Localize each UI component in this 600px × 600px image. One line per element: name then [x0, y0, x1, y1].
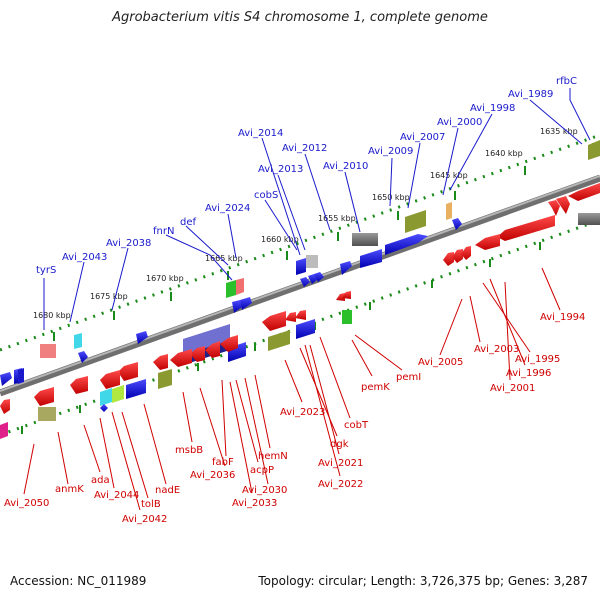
gene-label: fnrN [153, 226, 174, 237]
gene-label: msbB [175, 445, 203, 456]
gene-label: acpP [250, 465, 274, 476]
gene-label: Avi_2033 [232, 498, 277, 509]
kbp-label: 1645 kbp [430, 171, 468, 180]
accession-text: Accession: NC_011989 [10, 574, 147, 588]
topology-text: Topology: circular; Length: 3,726,375 bp… [258, 574, 588, 588]
bottom-leader-lines [23, 267, 561, 511]
gene-label: pemI [396, 372, 421, 383]
gene-label: Avi_2012 [282, 143, 327, 154]
top-leader-lines [43, 88, 591, 330]
gene-label: hemN [258, 451, 288, 462]
gene-label: cobS [254, 190, 278, 201]
gene-label: Avi_2010 [323, 161, 368, 172]
gene-label: Avi_2000 [437, 117, 482, 128]
gene-label: Avi_2044 [94, 490, 139, 501]
kbp-label: 1660 kbp [261, 235, 299, 244]
gene-label: Avi_2013 [258, 164, 303, 175]
gene-label: Avi_2043 [62, 252, 107, 263]
genome-backbone [0, 174, 600, 397]
gene-label: Avi_2005 [418, 357, 463, 368]
gene-label: Avi_1994 [540, 312, 585, 323]
kbp-label: 1635 kbp [540, 127, 578, 136]
gene-label: Avi_2022 [318, 479, 363, 490]
gene-label: Avi_2030 [242, 485, 287, 496]
gene-label: Avi_1995 [515, 354, 560, 365]
gene-label: Avi_2042 [122, 514, 167, 525]
inner-tick-track [0, 218, 600, 437]
gene-label: Avi_2014 [238, 128, 283, 139]
gene-label: Avi_2050 [4, 498, 49, 509]
gene-label: def [180, 217, 197, 228]
gene-label: pemK [361, 382, 390, 393]
kbp-label: 1675 kbp [90, 292, 128, 301]
gene-label: Avi_2009 [368, 146, 413, 157]
gene-label: Avi_1998 [470, 103, 515, 114]
kbp-label: 1665 kbp [205, 254, 243, 263]
gene-label: Avi_2023 [280, 407, 325, 418]
gene-label: Avi_2036 [190, 470, 235, 481]
gene-label: Avi_2003 [474, 344, 519, 355]
major-ticks [21, 143, 594, 434]
gene-label: rfbC [556, 76, 577, 87]
gene-label: anmK [55, 484, 84, 495]
gene-label: Avi_2021 [318, 458, 363, 469]
outer-tick-track [0, 133, 600, 352]
map-title: Agrobacterium vitis S4 chromosome 1, com… [112, 10, 488, 25]
gene-label: Avi_2001 [490, 383, 535, 394]
gene-label: Avi_1996 [506, 368, 551, 379]
gene-label: nadE [155, 485, 180, 496]
kbp-label: 1670 kbp [146, 274, 184, 283]
gene-label: Avi_2038 [106, 238, 151, 249]
gene-label: cobT [344, 420, 369, 431]
gene-label: Avi_1989 [508, 89, 553, 100]
gene-label: tolB [141, 499, 161, 510]
kbp-label: 1655 kbp [318, 214, 356, 223]
gene-label: dgk [330, 439, 349, 450]
gene-label: tyrS [36, 265, 56, 276]
kbp-label: 1680 kbp [33, 311, 71, 320]
gene-label: ada [91, 475, 110, 486]
forward-genes [0, 140, 600, 386]
kbp-label: 1640 kbp [485, 149, 523, 158]
reverse-genes [0, 183, 600, 439]
gene-label: fabF [212, 457, 234, 468]
gene-label: Avi_2024 [205, 203, 250, 214]
genome-backbone-highlight [0, 175, 600, 392]
gene-label: Avi_2007 [400, 132, 445, 143]
